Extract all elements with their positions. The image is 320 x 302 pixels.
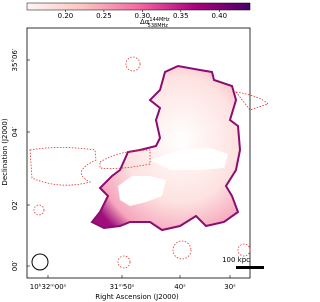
x-tick-label: 40ˢ <box>174 283 186 291</box>
colorbar-sub: 538MHz <box>148 23 169 29</box>
y-tick-label: 35°06′ <box>11 48 19 71</box>
map <box>26 27 269 279</box>
colorbar-symbol: Δα <box>140 18 150 26</box>
y-tick-label: 04′ <box>11 126 19 137</box>
colorbar-tick-label: 0.35 <box>173 12 189 20</box>
colorbar-tick-label: 0.40 <box>211 12 227 20</box>
colorbar-label: Δα144MHz 538MHz <box>140 17 170 29</box>
y-tick-label: 00′ <box>11 260 19 271</box>
colorbar-tick-label: 0.20 <box>58 12 74 20</box>
x-axis-label: Right Ascension (J2000) <box>95 293 179 301</box>
y-tick-label: 02′ <box>11 199 19 210</box>
colorbar <box>26 2 251 11</box>
x-tick-label: 10ʰ32ᵐ00ˢ <box>30 283 67 291</box>
x-tick-label: 30ˢ <box>224 283 236 291</box>
x-tick-label: 31ᵐ50ˢ <box>110 283 135 291</box>
chart: 100 kpc Right Ascension (J2000) Declinat… <box>1 2 269 301</box>
colorbar-tick-label: 0.25 <box>96 12 112 20</box>
colorbar-tick-label: 0.30 <box>135 12 151 20</box>
y-axis-label: Declination (J2000) <box>1 118 9 185</box>
scalebar-label: 100 kpc <box>222 256 250 264</box>
colorbar-sup: 144MHz <box>149 17 170 23</box>
